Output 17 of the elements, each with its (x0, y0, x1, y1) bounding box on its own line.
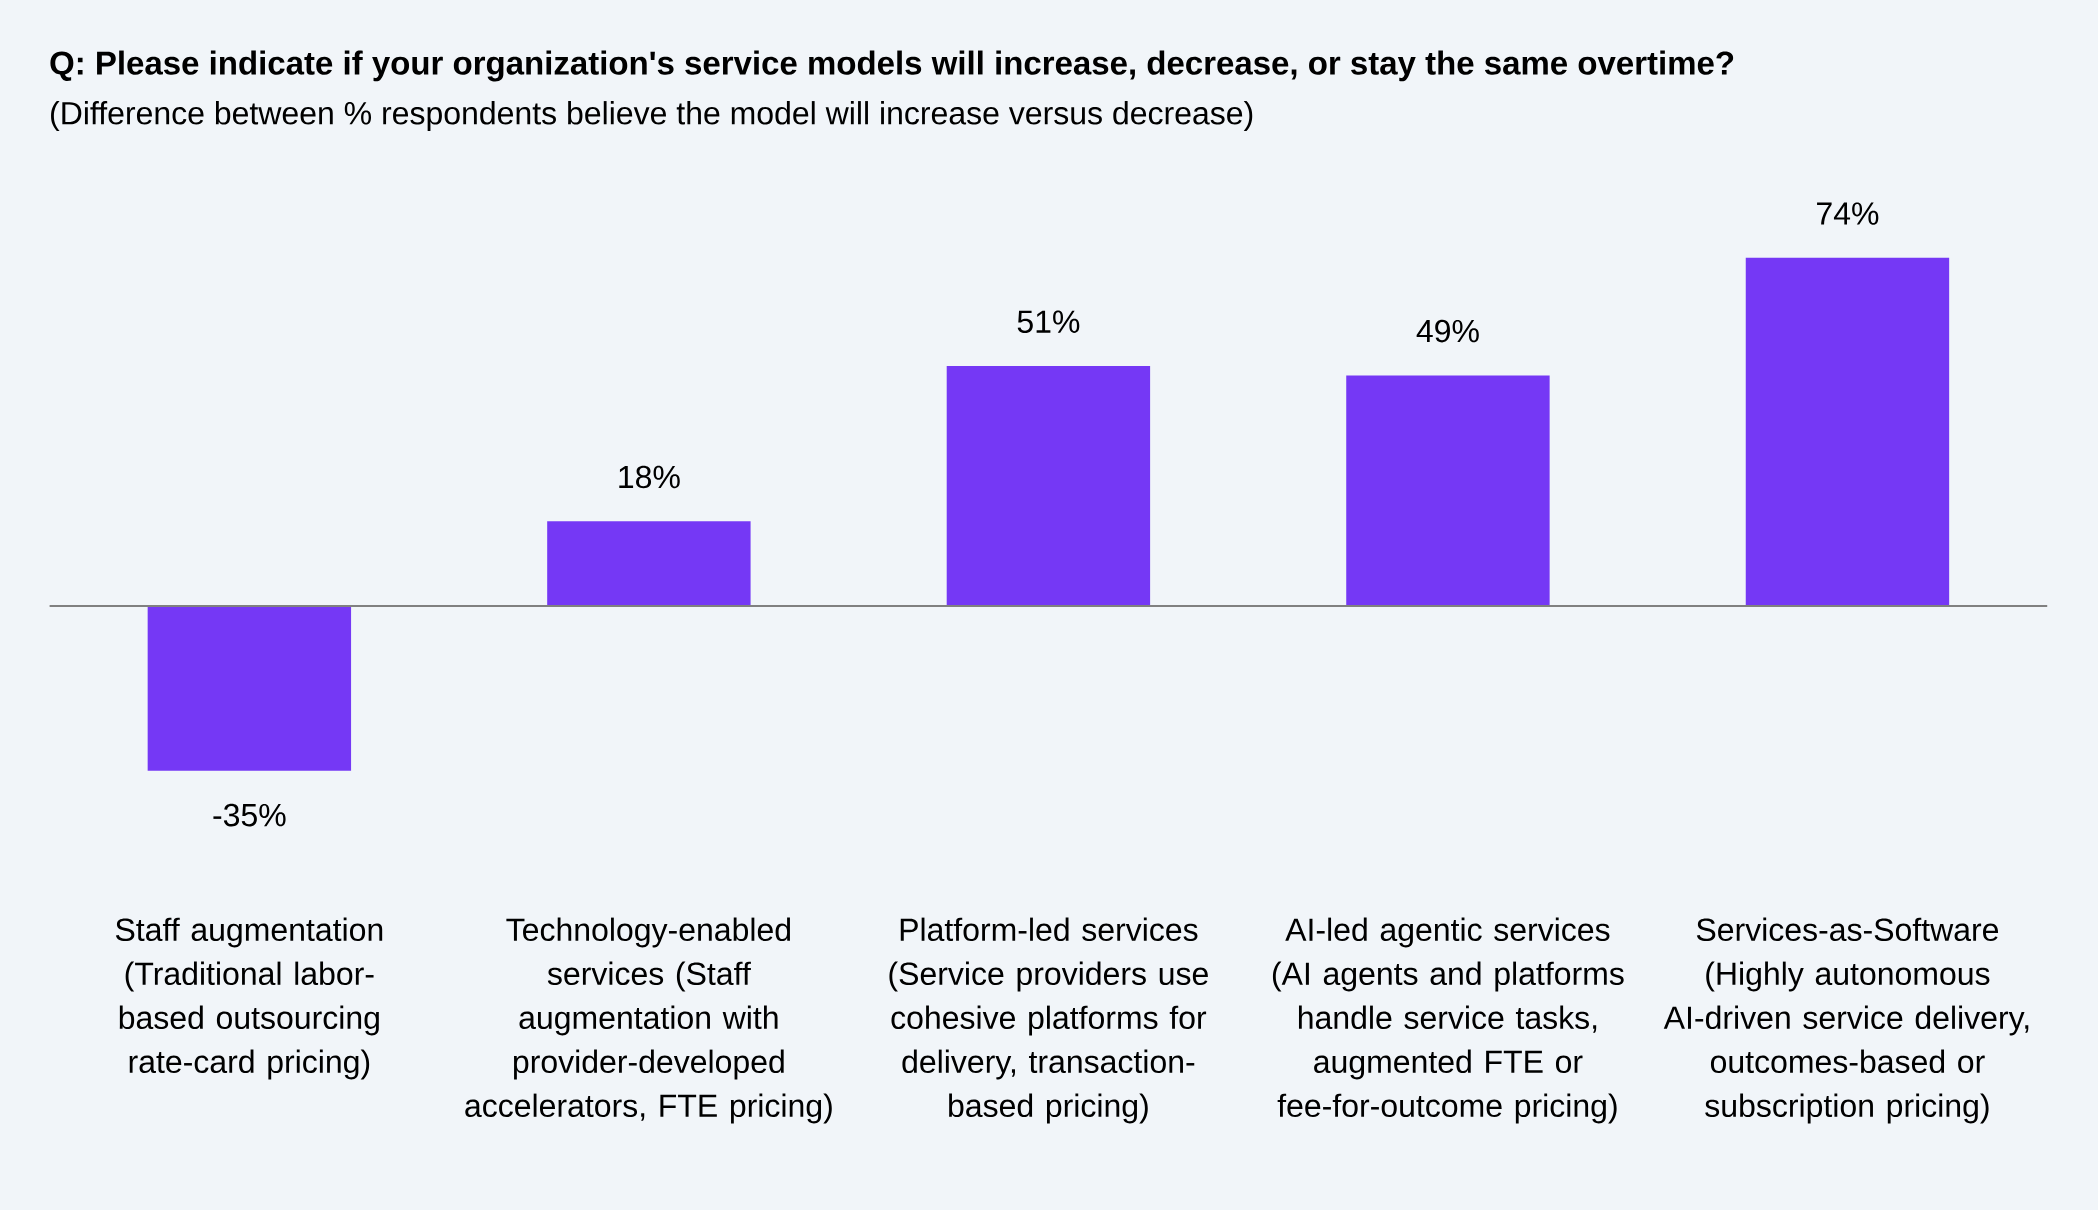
x-tick-label: Platform-led services (Service providers use cohesive platforms for delivery, transaction-based pricing) (889, 917, 1208, 1124)
bar (1346, 375, 1550, 607)
data-label: 49% (1416, 319, 1479, 343)
bar (946, 366, 1151, 607)
chart-subtitle: (Difference between % respondents believe the model will increase versus decrease) (51, 101, 1253, 131)
chart-title: Q: Please indicate if your organization's service models will increase, decrease, or stay the same overtime? (50, 50, 1734, 82)
x-tick-label: AI-led agentic services (AI agents and platforms handle service tasks, augmented FTE or fee-for-outcome pricing) (1272, 917, 1624, 1124)
data-label: 18% (619, 465, 680, 489)
x-tick-label: Technology-enabled services (Staff augmentation with provider-developed accelerators, FTE pricing) (465, 917, 832, 1124)
bar (1745, 257, 1950, 607)
data-label: 74% (1817, 202, 1879, 225)
bar (147, 606, 352, 771)
data-label: 51% (1017, 310, 1080, 333)
x-tick-label: Services-as-Software (Highly autonomous AI-driven service delivery, outcomes-based or subscription pricing) (1663, 917, 2029, 1124)
x-tick-label: Staff augmentation (Traditional labor-based outsourcing rate-card pricing) (115, 917, 383, 1080)
data-label: -35% (213, 803, 286, 827)
bar (547, 521, 751, 607)
